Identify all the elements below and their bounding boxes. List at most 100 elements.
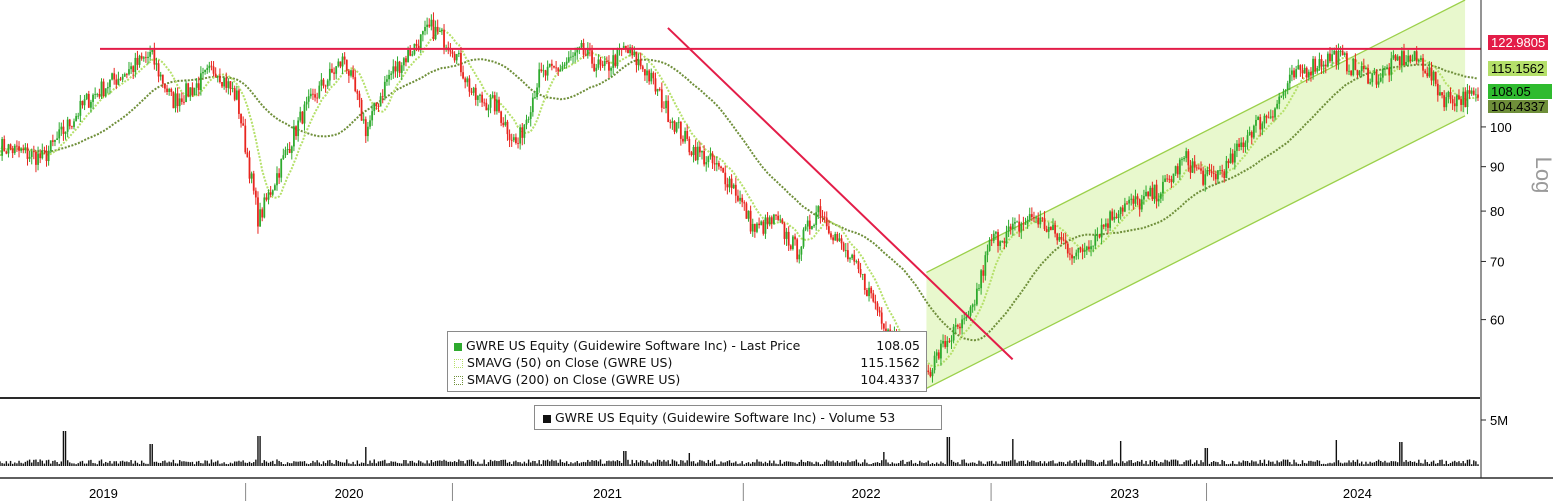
- candle-body: [515, 137, 517, 143]
- volume-bar: [817, 462, 819, 466]
- candle-body: [1187, 151, 1190, 166]
- year-label: 2023: [1110, 486, 1139, 501]
- candle-body: [493, 95, 496, 112]
- volume-bar: [893, 463, 896, 466]
- candle-body: [242, 123, 245, 126]
- volume-bar: [1346, 462, 1348, 466]
- volume-bar: [0, 461, 1, 466]
- candle-body: [665, 100, 667, 109]
- candle-body: [347, 70, 350, 76]
- candle-body: [312, 93, 314, 95]
- volume-bar: [978, 460, 980, 466]
- candle-body: [331, 68, 333, 73]
- candle-body: [944, 341, 947, 347]
- candle-body: [1128, 199, 1131, 204]
- candle-body: [1322, 64, 1325, 67]
- volume-bar: [1375, 460, 1378, 466]
- price-panel: [0, 0, 1481, 389]
- volume-bar: [198, 460, 200, 466]
- candle-body: [1318, 59, 1321, 69]
- volume-bar: [768, 460, 771, 466]
- volume-bar: [453, 461, 456, 466]
- candle-body: [823, 216, 826, 218]
- volume-bar: [1365, 461, 1367, 466]
- candle-body: [22, 148, 25, 151]
- candle-body: [999, 241, 1002, 246]
- volume-bar: [35, 459, 37, 466]
- volume-bar: [703, 461, 705, 466]
- volume-bar: [1041, 463, 1044, 466]
- volume-bar: [481, 463, 483, 466]
- volume-bar: [506, 462, 509, 466]
- volume-bar: [153, 461, 156, 466]
- volume-bar: [971, 462, 974, 466]
- candle-body: [713, 163, 716, 165]
- candle-body: [16, 145, 18, 147]
- candle-body: [1360, 65, 1363, 72]
- volume-bar: [895, 463, 898, 466]
- volume-bar: [491, 461, 494, 466]
- volume-bar: [1191, 463, 1194, 466]
- volume-bar: [240, 461, 242, 466]
- candle-body: [1324, 64, 1327, 67]
- volume-bar: [627, 459, 629, 466]
- volume-bar: [1031, 460, 1033, 466]
- candle-body: [1062, 239, 1065, 241]
- volume-bar: [1029, 461, 1031, 466]
- volume-bar: [809, 461, 811, 466]
- volume-bar: [1094, 462, 1096, 466]
- candle-body: [142, 57, 145, 59]
- legend-row-price: GWRE US Equity (Guidewire Software Inc) …: [454, 337, 920, 354]
- volume-bar: [130, 460, 132, 466]
- volume-bar: [842, 462, 845, 466]
- volume-bar: [845, 462, 847, 466]
- volume-bar: [487, 462, 490, 466]
- candle-body: [1033, 217, 1035, 219]
- candle-body: [502, 122, 505, 126]
- candle-body: [1054, 224, 1057, 234]
- candle-body: [506, 121, 509, 135]
- candle-body: [3, 139, 6, 152]
- volume-bar: [9, 460, 12, 466]
- axis-scale-label: Log: [1531, 157, 1553, 194]
- candle-body: [1208, 170, 1211, 172]
- candle-body: [407, 50, 409, 63]
- candle-body: [707, 156, 710, 163]
- candle-body: [39, 153, 42, 159]
- volume-bar: [608, 460, 610, 466]
- volume-bar: [386, 463, 388, 466]
- volume-bar: [1098, 462, 1101, 466]
- candle-body: [360, 99, 363, 121]
- candle-body: [610, 67, 612, 71]
- volume-bar: [1187, 460, 1190, 466]
- candle-body: [106, 87, 109, 89]
- volume-bar: [527, 459, 530, 466]
- volume-bar: [312, 460, 314, 466]
- volume-bar: [1468, 459, 1471, 466]
- volume-bar: [555, 460, 557, 466]
- candle-body: [698, 146, 701, 153]
- volume-bar: [299, 461, 301, 466]
- candle-body: [1333, 50, 1336, 55]
- volume-bar: [612, 460, 614, 466]
- volume-bar: [1477, 464, 1479, 466]
- volume-bar: [449, 461, 452, 466]
- candle-body: [1255, 119, 1257, 126]
- candle-body: [49, 140, 52, 151]
- candle-body: [432, 19, 435, 40]
- volume-bar: [52, 460, 54, 466]
- candle-body: [123, 74, 126, 77]
- candle-body: [1132, 198, 1135, 204]
- volume-bar: [1380, 460, 1382, 466]
- candle-body: [599, 59, 602, 65]
- volume-bar: [1210, 462, 1213, 466]
- candle-body: [1400, 51, 1403, 66]
- volume-bar: [1103, 459, 1105, 466]
- volume-bar: [200, 463, 202, 466]
- candle-body: [751, 223, 754, 232]
- candle-body: [1244, 142, 1247, 148]
- candle-body: [1398, 56, 1401, 66]
- volume-bar: [41, 460, 43, 466]
- candle-body: [1149, 187, 1152, 197]
- volume-bar: [1158, 463, 1160, 466]
